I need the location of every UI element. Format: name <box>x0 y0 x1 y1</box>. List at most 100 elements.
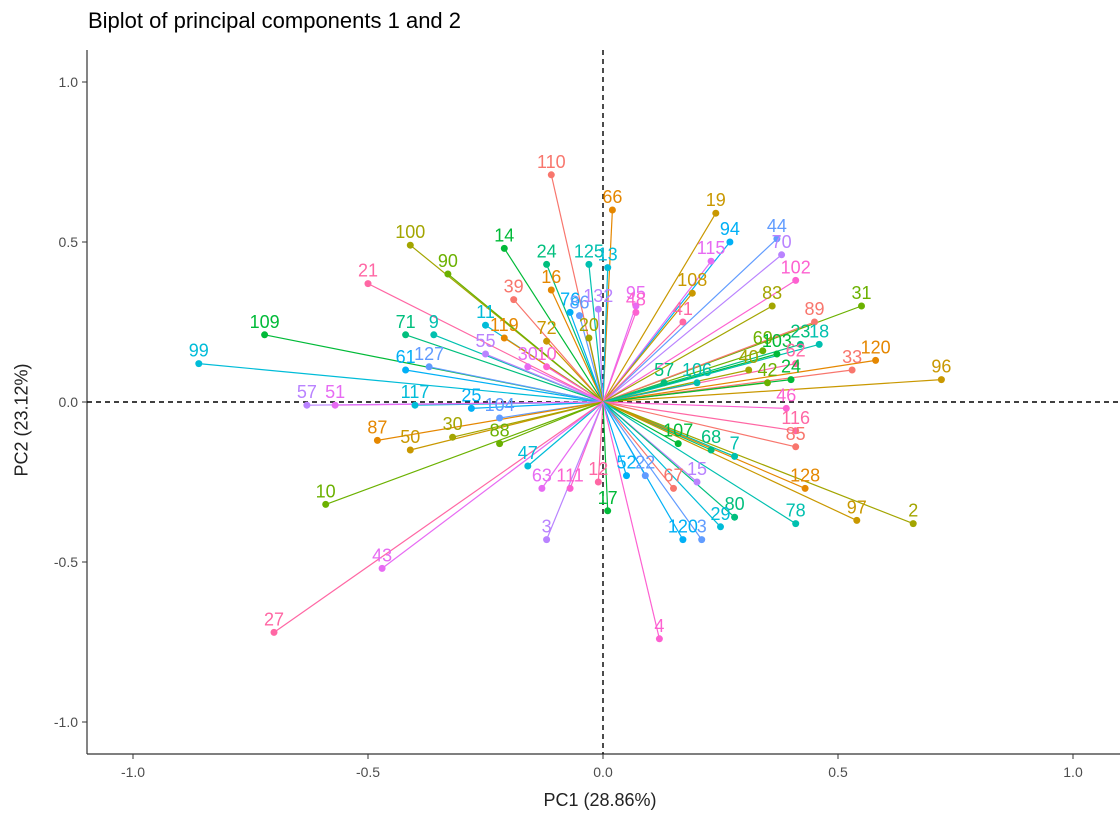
point-marker <box>792 427 800 435</box>
point-label: 102 <box>781 257 811 277</box>
point-segment <box>602 401 796 448</box>
point-label: 117 <box>401 382 430 402</box>
point-label: 41 <box>673 299 693 319</box>
point-marker <box>815 340 823 348</box>
x-tick-label: 0.0 <box>593 764 613 780</box>
point-label: 100 <box>395 222 425 242</box>
x-tick-label: 0.5 <box>828 764 848 780</box>
point-marker <box>303 401 311 409</box>
point-marker <box>604 264 612 272</box>
point-segment <box>325 401 604 505</box>
point-marker <box>679 318 687 326</box>
point-segment <box>602 401 703 540</box>
point-marker <box>585 334 593 342</box>
point-marker <box>496 414 504 422</box>
y-tick-label: -0.5 <box>54 554 78 570</box>
point-segment <box>602 382 698 403</box>
point-marker <box>623 472 630 480</box>
point-marker <box>660 379 668 387</box>
point-label: 71 <box>396 312 416 332</box>
point-segment <box>602 343 801 403</box>
point-marker <box>406 446 414 454</box>
point-segment <box>602 382 665 403</box>
point-label: 97 <box>847 497 867 517</box>
point-marker <box>778 251 786 259</box>
axis-ticks: -1.0 -0.5 0.0 0.5 1.0 -1.0 -0.5 0.0 0.5 1.0 <box>54 74 1083 780</box>
point-segment <box>602 401 721 528</box>
point-marker <box>547 171 555 179</box>
point-marker <box>510 296 518 304</box>
point-label: 70 <box>772 232 792 252</box>
point-marker <box>872 356 880 364</box>
point-segment <box>335 401 604 406</box>
point-marker <box>261 331 269 339</box>
point-segment <box>602 321 684 403</box>
point-label: 96 <box>931 357 951 377</box>
point-marker <box>449 433 457 441</box>
point-label: 132 <box>583 286 613 306</box>
point-marker <box>768 302 776 310</box>
point-marker <box>524 462 532 470</box>
point-segment <box>602 379 942 403</box>
point-marker <box>782 404 790 412</box>
point-segment <box>405 369 604 403</box>
point-label: 57 <box>297 382 317 402</box>
point-label: 62 <box>786 341 806 361</box>
point-marker <box>378 564 386 572</box>
point-segment <box>602 401 858 521</box>
point-marker <box>500 334 508 342</box>
point-marker <box>811 318 818 326</box>
point-marker <box>655 635 663 643</box>
point-label: 120 <box>668 517 698 537</box>
point-marker <box>693 379 701 387</box>
point-marker <box>373 436 381 444</box>
point-marker <box>693 478 701 486</box>
point-label: 85 <box>786 424 806 444</box>
point-marker <box>801 484 809 492</box>
point-label: 29 <box>710 504 730 524</box>
point-marker <box>543 536 551 544</box>
point-label: 14 <box>494 225 514 245</box>
point-marker <box>707 446 715 454</box>
point-label: 50 <box>400 427 420 447</box>
point-marker <box>594 305 602 313</box>
point-marker <box>731 452 739 460</box>
point-label: 87 <box>367 417 387 437</box>
point-marker <box>430 331 438 339</box>
point-label: 33 <box>842 347 862 367</box>
point-label: 2 <box>908 501 918 521</box>
point-marker <box>937 376 945 384</box>
point-segment <box>546 340 604 403</box>
point-marker <box>496 440 504 448</box>
point-segment <box>602 292 693 403</box>
y-tick-label: 0.5 <box>59 234 79 250</box>
point-segment <box>513 299 604 403</box>
point-segment <box>602 401 914 525</box>
point-marker <box>792 276 800 284</box>
point-marker <box>576 312 583 320</box>
point-label: 83 <box>762 283 782 303</box>
y-axis-title: PC2 (23.12%) <box>11 363 32 477</box>
point-label: 111 <box>556 465 583 485</box>
point-marker <box>524 363 532 371</box>
point-label: 57 <box>654 360 674 380</box>
point-label: 52 <box>616 453 636 473</box>
point-segment <box>602 401 628 476</box>
point-marker <box>425 363 433 371</box>
point-label: 115 <box>697 238 726 258</box>
point-label: 106 <box>682 360 712 380</box>
point-marker <box>688 289 696 297</box>
point-label: 15 <box>687 459 707 479</box>
point-label: 24 <box>537 241 557 261</box>
point-segment <box>602 359 876 403</box>
point-segment <box>602 267 609 403</box>
point-label: 12 <box>588 459 608 479</box>
point-marker <box>331 401 339 409</box>
point-label: 39 <box>504 277 524 297</box>
point-segment <box>602 401 674 489</box>
point-label: 80 <box>725 494 745 514</box>
point-marker <box>270 628 278 636</box>
point-label: 9 <box>429 312 439 332</box>
